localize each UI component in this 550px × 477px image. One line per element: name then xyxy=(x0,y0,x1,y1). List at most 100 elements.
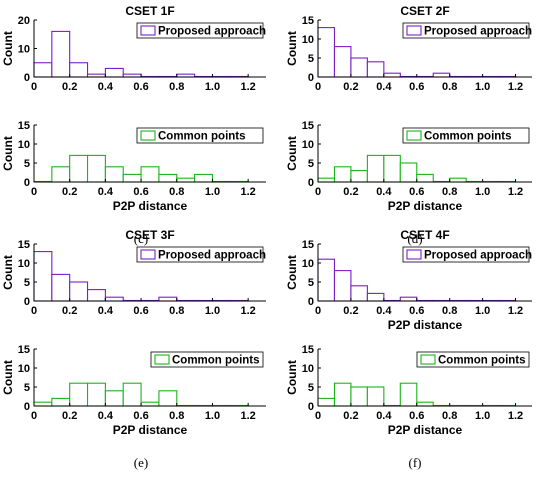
y-axis-label: Count xyxy=(285,136,299,171)
histogram-bar xyxy=(194,173,214,183)
y-tick-label: 0 xyxy=(308,177,314,189)
y-tick-label: 5 xyxy=(308,53,314,65)
histogram-bar xyxy=(416,401,434,407)
legend-label: Proposed approach xyxy=(158,250,266,262)
y-tick-label: 15 xyxy=(302,344,314,356)
histogram-bar xyxy=(51,397,71,407)
x-tick-label: 0 xyxy=(315,186,321,198)
x-tick-label: 1.2 xyxy=(241,305,256,317)
histogram-bar xyxy=(104,67,124,78)
histogram-bar xyxy=(317,177,336,183)
histogram-bar xyxy=(158,173,178,183)
x-tick-label: 1.2 xyxy=(508,186,523,198)
legend: Proposed approach xyxy=(136,246,266,263)
y-tick-label: 10 xyxy=(18,363,30,375)
x-tick-label: 0.4 xyxy=(376,410,392,422)
y-tick-label: 0 xyxy=(24,72,30,84)
x-tick-label: 0.4 xyxy=(98,186,114,198)
x-tick-label: 0.4 xyxy=(98,305,114,317)
histogram-bar xyxy=(449,177,467,183)
x-tick-label: 0.2 xyxy=(62,305,77,317)
legend: Common points xyxy=(150,351,264,368)
x-tick-label: 0.6 xyxy=(409,186,424,198)
histogram-bar xyxy=(399,296,418,302)
histogram-bar xyxy=(158,296,178,302)
legend-swatch xyxy=(406,25,422,36)
caption-e: (e) xyxy=(134,455,148,470)
x-axis-label: P2P distance xyxy=(388,199,463,213)
histogram-bar xyxy=(383,154,401,183)
y-tick-label: 0 xyxy=(308,296,314,308)
x-tick-label: 0 xyxy=(315,305,321,317)
x-tick-label: 0.6 xyxy=(133,410,148,422)
y-tick-label: 5 xyxy=(24,382,30,394)
y-tick-label: 10 xyxy=(302,258,314,270)
y-tick-label: 10 xyxy=(302,363,314,375)
y-tick-label: 5 xyxy=(24,277,30,289)
histogram-bar xyxy=(140,166,160,183)
histogram-bar xyxy=(86,154,106,183)
legend-swatch xyxy=(420,354,436,365)
histogram-bar xyxy=(104,390,124,407)
x-tick-label: 1.0 xyxy=(475,410,490,422)
y-tick-label: 0 xyxy=(308,72,314,84)
legend-label: Proposed approach xyxy=(424,26,532,38)
histogram-bar xyxy=(51,166,71,183)
y-tick-label: 15 xyxy=(302,120,314,132)
histogram-bar xyxy=(333,382,352,407)
histogram-bar xyxy=(104,166,124,183)
histogram-bar xyxy=(51,30,71,78)
legend: Common points xyxy=(136,127,264,144)
histogram-bar xyxy=(140,401,160,407)
legend-box xyxy=(416,351,530,368)
x-tick-label: 0 xyxy=(315,81,321,93)
y-tick-label: 5 xyxy=(24,158,30,170)
y-tick-label: 10 xyxy=(302,34,314,46)
y-tick-label: 0 xyxy=(24,401,30,413)
legend-box xyxy=(402,246,530,263)
x-tick-label: 1.2 xyxy=(241,81,256,93)
x-tick-label: 0.4 xyxy=(98,410,114,422)
x-tick-label: 0.2 xyxy=(62,186,77,198)
x-tick-label: 0.8 xyxy=(442,410,457,422)
x-tick-label: 0 xyxy=(31,305,37,317)
y-axis-label: Count xyxy=(285,360,299,395)
histogram-bar xyxy=(317,258,336,302)
histogram-bar xyxy=(366,61,385,78)
y-tick-label: 15 xyxy=(302,15,314,27)
histogram-bar xyxy=(33,62,53,78)
x-tick-label: 0.6 xyxy=(133,305,148,317)
legend-label: Common points xyxy=(158,131,246,143)
histogram-bar xyxy=(51,273,71,302)
x-tick-label: 0.6 xyxy=(409,305,424,317)
histogram-bar xyxy=(33,401,53,407)
histogram-bar xyxy=(350,57,368,78)
y-tick-label: 15 xyxy=(18,120,30,132)
legend-box xyxy=(150,351,264,368)
x-tick-label: 0.2 xyxy=(343,305,358,317)
x-tick-label: 0 xyxy=(31,186,37,198)
histogram-bar xyxy=(432,72,451,78)
y-tick-label: 10 xyxy=(302,139,314,151)
caption-c: (c) xyxy=(134,231,148,246)
y-tick-label: 0 xyxy=(24,177,30,189)
legend-box xyxy=(136,127,264,144)
legend: Proposed approach xyxy=(402,22,532,39)
y-axis-label: Count xyxy=(1,255,15,290)
y-axis-label: Count xyxy=(1,360,15,395)
histogram-bar xyxy=(416,173,434,183)
x-tick-label: 1.0 xyxy=(205,81,220,93)
x-tick-label: 0.2 xyxy=(62,410,77,422)
legend-label: Proposed approach xyxy=(424,250,532,262)
y-tick-label: 0 xyxy=(308,401,314,413)
x-axis-label: P2P distance xyxy=(113,199,188,213)
histogram-bar xyxy=(86,382,106,407)
x-axis-label: P2P distance xyxy=(113,423,188,437)
